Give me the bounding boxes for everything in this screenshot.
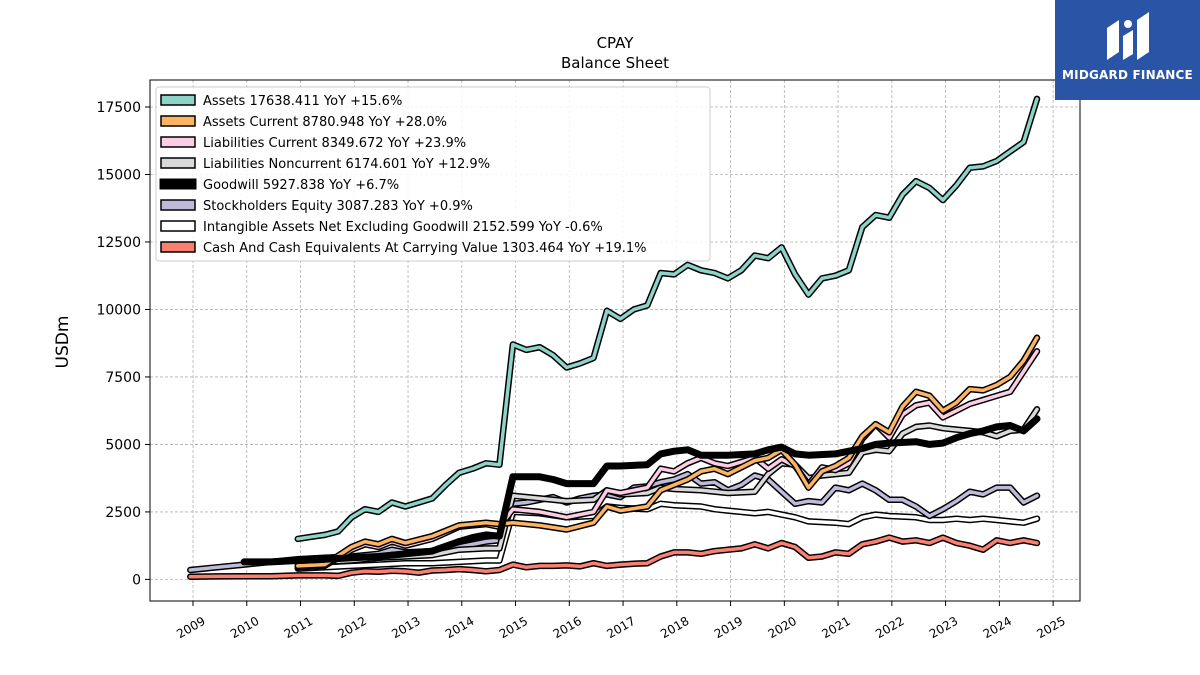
- y-tick-label: 12500: [96, 235, 141, 251]
- legend-label: Stockholders Equity 3087.283 YoY +0.9%: [203, 199, 473, 214]
- legend-label: Intangible Assets Net Excluding Goodwill…: [203, 220, 603, 235]
- series-line: [296, 349, 1039, 570]
- x-tick-label: 2017: [604, 614, 637, 641]
- legend-box: [155, 86, 711, 262]
- legend-swatch: [160, 241, 196, 253]
- y-tick-label: 5000: [105, 437, 141, 453]
- x-tick-label: 2024: [981, 614, 1014, 641]
- y-axis-label: USDm: [53, 316, 73, 369]
- legend: Assets 17638.411 YoY +15.6% Assets Curren…: [155, 86, 711, 262]
- legend-entry: Assets Current 8780.948 YoY +28.0%: [160, 115, 447, 130]
- x-axis-ticks: 2009 2010 2011 2012 2013 2014 2015 2016 2017 2018…: [174, 601, 1068, 641]
- x-tick-label: 2011: [282, 614, 315, 641]
- series-line: [296, 336, 1039, 568]
- x-tick-label: 2012: [336, 614, 369, 641]
- series-lines: [187, 95, 1041, 580]
- legend-entry: Liabilities Current 8349.672 YoY +23.9%: [160, 136, 466, 151]
- y-tick-label: 10000: [96, 302, 141, 318]
- legend-swatch: [160, 115, 196, 127]
- legend-entry: Assets 17638.411 YoY +15.6%: [160, 94, 402, 109]
- series-liabilities-current: [294, 348, 1041, 571]
- y-tick-label: 17500: [96, 100, 141, 116]
- legend-label: Liabilities Noncurrent 6174.601 YoY +12.…: [203, 157, 490, 172]
- series-assets-current: [294, 334, 1041, 570]
- chart-subtitle: Balance Sheet: [561, 54, 669, 72]
- legend-label: Goodwill 5927.838 YoY +6.7%: [203, 178, 399, 193]
- series-cash-and-cash-equivalents-at-carrying-value: [187, 534, 1041, 580]
- plot-frame: [149, 79, 1081, 602]
- series-goodwill: [240, 415, 1041, 566]
- series-line: [296, 97, 1039, 541]
- legend-label: Cash And Cash Equivalents At Carrying Va…: [203, 241, 646, 256]
- series-line-outline: [294, 348, 1041, 571]
- x-tick-label: 2013: [389, 614, 422, 641]
- x-tick-label: 2022: [873, 614, 906, 641]
- legend-swatch: [160, 199, 196, 211]
- legend-swatch: [160, 136, 196, 148]
- legend-entry: Liabilities Noncurrent 6174.601 YoY +12.…: [160, 157, 490, 172]
- legend-label: Assets Current 8780.948 YoY +28.0%: [203, 115, 447, 130]
- series-line: [240, 415, 1041, 566]
- legend-label: Liabilities Current 8349.672 YoY +23.9%: [203, 136, 466, 151]
- series-line: [296, 502, 1039, 571]
- x-tick-label: 2021: [819, 614, 852, 641]
- legend-swatch: [160, 94, 196, 106]
- legend-entry: Cash And Cash Equivalents At Carrying Va…: [160, 241, 646, 256]
- y-tick-label: 2500: [105, 505, 141, 521]
- legend-entry: Intangible Assets Net Excluding Goodwill…: [160, 220, 603, 235]
- x-tick-label: 2025: [1034, 614, 1067, 641]
- brand-mark-icon: [1107, 12, 1149, 60]
- y-tick-label: 0: [132, 572, 141, 588]
- legend-label: Assets 17638.411 YoY +15.6%: [203, 94, 402, 109]
- y-tick-label: 15000: [96, 167, 141, 183]
- series-intangible-assets-net-excluding-goodwill: [294, 500, 1041, 572]
- chart-title: CPAY: [597, 34, 635, 52]
- brand-logo: MIDGARD FINANCE: [1055, 0, 1200, 100]
- series-liabilities-noncurrent: [294, 406, 1041, 567]
- legend-swatch: [159, 178, 197, 190]
- y-axis-ticks: 0 2500 5000 7500 10000 12500 15000 17500: [96, 100, 150, 588]
- series-line: [188, 535, 1039, 579]
- x-tick-label: 2015: [497, 614, 530, 641]
- y-tick-label: 7500: [105, 370, 141, 386]
- x-tick-label: 2020: [766, 614, 799, 641]
- x-tick-label: 2014: [443, 614, 476, 641]
- series-assets: [294, 95, 1041, 543]
- x-tick-label: 2010: [228, 614, 261, 641]
- brand-name: MIDGARD FINANCE: [1062, 68, 1193, 82]
- series-line: [296, 407, 1039, 565]
- x-tick-label: 2023: [927, 614, 960, 641]
- legend-swatch: [160, 220, 196, 232]
- x-tick-label: 2018: [658, 614, 691, 641]
- x-tick-label: 2009: [174, 614, 207, 641]
- legend-entry: Goodwill 5927.838 YoY +6.7%: [159, 178, 399, 193]
- legend-entry: Stockholders Equity 3087.283 YoY +0.9%: [160, 199, 473, 214]
- x-tick-label: 2016: [551, 614, 584, 641]
- legend-swatch: [160, 157, 196, 169]
- x-tick-label: 2019: [712, 614, 745, 641]
